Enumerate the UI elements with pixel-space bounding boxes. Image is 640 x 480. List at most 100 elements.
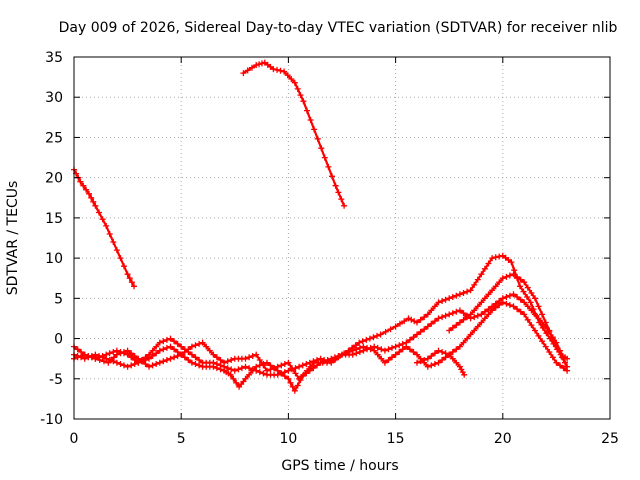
data-point — [296, 375, 303, 382]
data-point — [124, 363, 131, 370]
y-tick-label: -5 — [49, 372, 63, 388]
data-point — [260, 370, 267, 377]
data-point — [528, 290, 535, 296]
data-point — [264, 367, 270, 374]
data-point — [310, 358, 317, 365]
data-point — [385, 357, 392, 363]
data-point — [406, 336, 413, 343]
data-point — [181, 349, 188, 355]
data-point — [303, 370, 310, 377]
data-point — [359, 338, 366, 345]
data-point — [456, 319, 463, 326]
data-point — [377, 331, 384, 338]
data-point — [278, 370, 285, 377]
data-point — [281, 68, 288, 75]
data-point — [471, 281, 478, 288]
data-point — [492, 300, 499, 307]
data-point — [417, 328, 424, 335]
data-point — [381, 347, 388, 354]
data-point — [461, 371, 468, 378]
data-point — [481, 295, 488, 302]
data-point — [510, 291, 517, 298]
data-point — [149, 353, 156, 359]
data-point — [153, 361, 160, 367]
x-tick-label: 0 — [70, 431, 79, 447]
data-point — [167, 343, 174, 350]
data-point — [453, 359, 460, 366]
data-point — [453, 308, 460, 315]
data-point — [453, 292, 460, 299]
data-point — [481, 315, 488, 322]
data-point — [260, 362, 267, 369]
data-point — [321, 154, 328, 161]
data-point — [417, 316, 424, 323]
data-point — [553, 343, 560, 350]
plot-frame — [73, 56, 611, 420]
data-point — [138, 358, 145, 365]
data-point — [553, 359, 560, 366]
data-point — [408, 316, 415, 323]
data-point — [349, 351, 356, 358]
data-point — [446, 327, 453, 334]
data-point — [321, 358, 328, 365]
data-point — [278, 362, 285, 369]
data-point — [178, 343, 185, 350]
data-point — [378, 355, 385, 362]
data-point — [338, 196, 345, 203]
data-point — [449, 294, 456, 300]
data-point — [192, 361, 199, 367]
data-point — [471, 314, 478, 321]
data-point — [556, 349, 563, 355]
data-point — [403, 339, 410, 346]
data-point — [221, 359, 228, 366]
data-point — [230, 375, 237, 382]
data-point — [92, 355, 99, 362]
data-point — [557, 362, 563, 369]
data-point — [300, 98, 307, 105]
data-point — [360, 347, 367, 354]
data-point — [366, 335, 373, 342]
data-point — [506, 292, 513, 299]
data-point — [474, 276, 481, 283]
data-point — [297, 92, 304, 99]
data-point — [163, 336, 170, 343]
data-point — [352, 342, 359, 349]
data-point — [467, 287, 474, 294]
data-point — [288, 76, 295, 82]
data-point — [307, 117, 314, 123]
data-point — [442, 296, 449, 303]
data-point — [306, 367, 313, 374]
data-point — [449, 324, 456, 331]
data-point — [417, 358, 424, 365]
data-point — [535, 332, 542, 339]
data-point — [528, 307, 535, 314]
data-point — [442, 350, 449, 357]
data-point — [111, 354, 117, 361]
data-point — [296, 363, 303, 370]
data-point — [478, 271, 485, 278]
data-point — [546, 349, 553, 355]
data-point — [560, 365, 567, 372]
data-point — [485, 311, 492, 318]
data-point — [499, 275, 506, 282]
data-point — [88, 194, 95, 201]
data-point — [285, 375, 292, 382]
data-point — [421, 314, 428, 321]
data-point — [253, 62, 260, 68]
y-tick-label: 25 — [45, 130, 63, 146]
x-tick-label: 5 — [177, 431, 186, 447]
data-point — [310, 365, 317, 372]
data-point — [253, 351, 260, 358]
data-point — [446, 351, 453, 358]
data-point — [478, 311, 485, 318]
data-point — [506, 302, 513, 308]
series-arc-2 — [240, 59, 348, 209]
data-point — [274, 363, 281, 370]
data-point — [481, 265, 488, 272]
data-point — [240, 70, 247, 77]
data-point — [174, 340, 181, 347]
data-point — [317, 359, 324, 366]
data-point — [399, 340, 406, 347]
data-point — [549, 354, 556, 361]
